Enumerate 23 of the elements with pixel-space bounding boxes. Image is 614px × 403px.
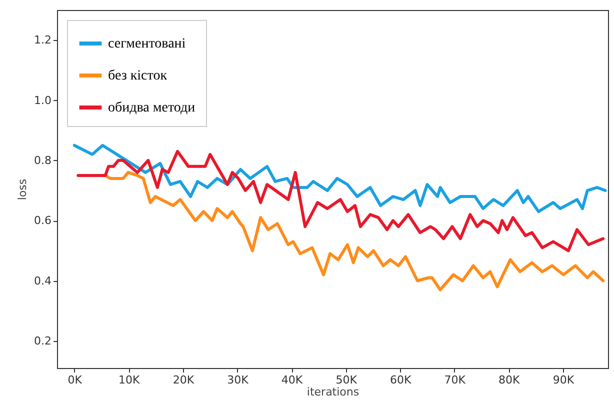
y-tick-label: 1.2 [34,34,52,47]
y-tick-label: 1.0 [34,94,52,107]
x-tick-label: 0K [68,374,83,386]
x-tick-label: 50K [336,374,358,386]
y-tick-label: 0.4 [34,274,52,288]
y-tick-label: 0.6 [34,214,52,228]
y-axis-title: loss [16,178,30,200]
x-tick-label: 10K [118,374,141,386]
x-tick-label: 90K [552,374,575,386]
x-tick-label: 80K [498,374,521,386]
y-tick-label: 0.2 [34,334,52,348]
line-series [72,144,607,214]
x-tick-label: 70K [444,374,466,386]
x-tick-label: 20K [172,374,195,386]
legend-label: обидва методи [108,100,196,116]
x-tick-label: 30K [227,374,250,386]
line-series [76,150,605,252]
legend-label: без кісток [108,68,168,84]
x-tick-label: 60K [390,374,412,386]
x-axis-title: iterations [306,386,360,398]
x-tick-label: 40K [281,374,304,386]
y-tick-label: 0.8 [34,154,52,167]
legend-label: сегментовані [108,36,186,52]
